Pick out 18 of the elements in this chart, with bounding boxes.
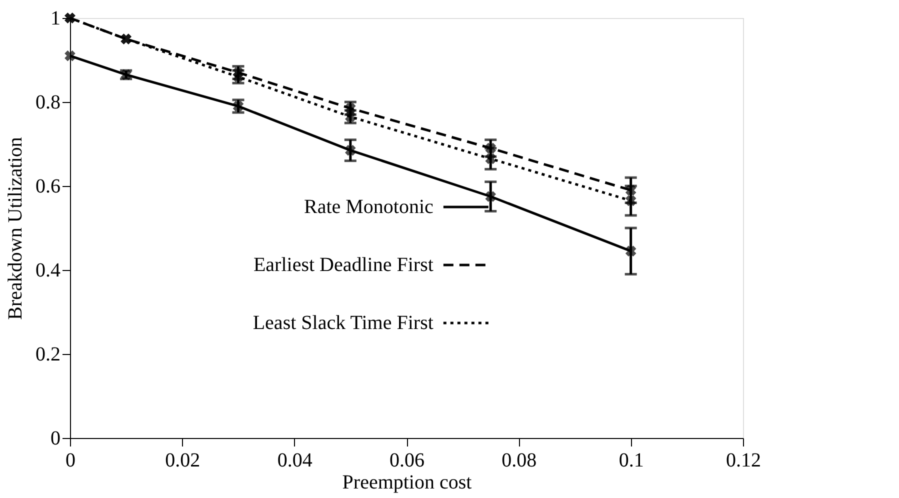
y-tick-label: 1	[50, 8, 60, 30]
x-tick-label: 0.06	[390, 450, 424, 472]
x-axis-title: Preemption cost	[342, 472, 472, 494]
legend-label: Least Slack Time First	[252, 312, 434, 334]
x-tick-label: 0.02	[165, 450, 200, 472]
x-tick-label: 0	[66, 450, 76, 472]
x-tick-label: 0.1	[618, 450, 644, 472]
x-tick-label: 0.04	[277, 450, 312, 472]
y-tick-label: 0.4	[36, 260, 60, 282]
x-tick-label: 0.08	[502, 450, 537, 472]
legend-label: Earliest Deadline First	[253, 254, 434, 276]
x-tick-label: 0.12	[726, 450, 761, 472]
y-axis-title: Breakdown Utilization	[4, 137, 26, 320]
legend-label: Rate Monotonic	[304, 196, 434, 218]
y-tick-label: 0.6	[36, 176, 60, 198]
y-tick-label: 0.2	[36, 344, 60, 366]
y-tick-label: 0	[50, 428, 60, 450]
y-tick-label: 0.8	[36, 92, 60, 114]
